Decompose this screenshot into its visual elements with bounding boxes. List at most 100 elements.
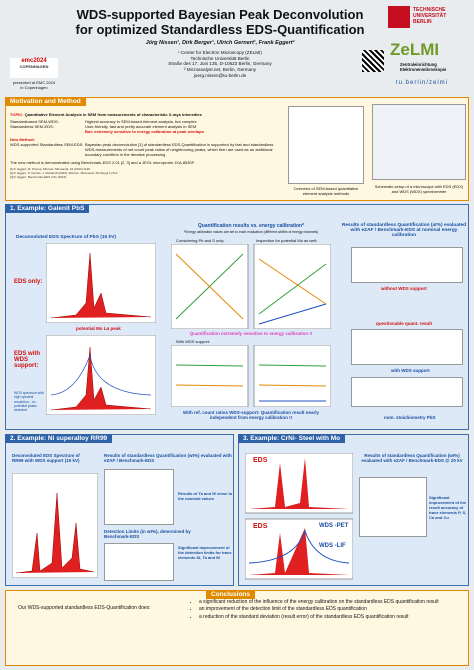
motivation-text: TOPIC: Quantitative Element Analysis in …	[10, 112, 280, 179]
example3-section: 3. Example: CrNi- Steel with Mo EDS WDS …	[238, 434, 469, 586]
conclusions-list: a significant reduction of the influence…	[191, 599, 466, 621]
conclusion: a reduction of the standard deviation (r…	[199, 614, 466, 621]
conclusions-lead: Our WDS-supported standardless EDS-Quant…	[18, 605, 151, 611]
ref: [2] F. Eggert, P. Camus, J. Ruhlandt (20…	[10, 170, 118, 175]
affil: joerg.nissen@tu-berlin.de	[193, 72, 247, 78]
calibration-plots-wds	[171, 345, 331, 407]
pbs-only: Considering Pb and S only:	[176, 238, 225, 243]
results-table	[351, 329, 463, 365]
label-eds-only: EDS only:	[14, 279, 43, 285]
microscope-figure	[372, 104, 466, 180]
emc-text: presented at EMC 2024 in Copenhagen	[6, 80, 62, 90]
emc-logo: emc2024 COPENHAGEN	[10, 58, 58, 78]
methods-figure	[288, 106, 364, 184]
qr-code	[362, 50, 384, 72]
zelmi-line: Elektronenmikroskopie	[400, 67, 447, 73]
tu-line: BERLIN	[413, 19, 432, 25]
new-method: WDS-supported Standardless SEM-EDS: Bayes…	[10, 142, 280, 157]
emc-top: emc2024	[21, 58, 47, 64]
caption: Schematic setup of a microscope with EDS…	[374, 184, 464, 194]
ref: [1] F. Eggert, M. Procop, Microsc. Micro…	[10, 167, 90, 171]
stoichiometry: nom. stoichiometry PbS	[384, 415, 436, 420]
label-eds-wds: EDS with WDS support:	[14, 351, 41, 369]
dl-note: Significant improvement of the detection…	[178, 545, 232, 560]
results-title: Results of standardless Quantification (…	[341, 223, 467, 238]
url: tu.berlin/zelmi	[396, 80, 449, 86]
topic: TOPIC: Quantitative Element Analysis in …	[10, 112, 280, 117]
dl-title: Detection Limits (in wt%), determined by…	[104, 529, 191, 539]
affil: ² Microanalyst.net, Berlin, Germany	[184, 67, 256, 73]
benchmark: The new method is demonstrated using Ben…	[10, 160, 195, 165]
conclusion: an improvement of the detection limit of…	[199, 606, 466, 613]
tu-line: UNIVERSITÄT	[413, 13, 447, 19]
example2-section: 2. Example: Ni superalloy RR99 Deconvolu…	[5, 434, 234, 586]
with-mo: Inspection for potential Mo as well:	[256, 238, 318, 243]
label-eds2: EDS	[253, 523, 268, 530]
results-title: Results of standardless Quantification (…	[104, 453, 232, 463]
affil: Technische Universität Berlin	[190, 55, 250, 61]
method-text: Highest accuracy in SEM-based element an…	[85, 119, 197, 124]
with-wds: With WDS support:	[176, 339, 211, 344]
spectrum-rr99	[12, 473, 98, 578]
title-line: WDS-supported Bayesian Peak Deconvolutio…	[76, 7, 364, 22]
independent: With ref. count ratios WDS-support: Quan…	[183, 410, 319, 420]
label-wds-lif: WDS -LIF	[319, 543, 346, 549]
topic-label: TOPIC:	[10, 112, 24, 117]
emc-line: in Copenhagen	[20, 85, 48, 90]
title: WDS-supported Bayesian Peak Deconvolutio…	[60, 7, 380, 38]
results-table	[351, 377, 463, 407]
spectrum-title: Deconvoluted EDS Spectrum of PbS (15 kV)	[16, 235, 116, 240]
section-heading: 1. Example: Galenit PbS	[5, 204, 90, 213]
section-heading: 2. Example: Ni superalloy RR99	[5, 434, 113, 443]
refs: [1] F. Eggert, M. Procop, Microsc. Micro…	[10, 167, 280, 179]
title-line: for optimized Standardless EDS-Quantific…	[75, 21, 365, 37]
new-text: Bayesian peak deconvolution [1] of stand…	[85, 142, 274, 157]
dl-table	[104, 543, 174, 581]
section-heading: Motivation and Method	[5, 97, 86, 106]
questionable: questionable quant. result	[376, 321, 433, 326]
without-wds: without WDS support	[381, 286, 427, 291]
caption: Overview of SEM-based quantitative eleme…	[293, 186, 359, 196]
wds-note: WDS spectrum with high spectral resoluti…	[14, 391, 44, 412]
example1-section: 1. Example: Galenit PbS Deconvoluted EDS…	[5, 204, 469, 430]
results-title: Results of standardless Quantification (…	[361, 453, 463, 463]
conclusions-section: Conclusions Our WDS-supported standardle…	[5, 590, 469, 666]
topic-text: Quantitative Element Analysis in SEM fro…	[24, 112, 202, 117]
with-wds-support: with WDS support	[391, 368, 430, 373]
quant-title: Quantification results vs. energy calibr…	[197, 223, 305, 229]
steel-note: Significant improvement of the result ac…	[429, 495, 467, 520]
spectra-steel	[245, 453, 353, 580]
emc-line: presented at EMC 2024	[12, 80, 56, 85]
method-name	[10, 129, 85, 134]
authors: Jörg Nissen¹, Dirk Berger¹, Ulrich Gerne…	[145, 40, 295, 46]
results-table	[359, 477, 427, 537]
method-name: Standardless SEM-EDS:	[10, 124, 54, 129]
new-name: WDS-supported Standardless SEM-EDS:	[10, 142, 84, 147]
affil: ¹ Center for Electron Microscopy (ZELMI)	[178, 50, 262, 55]
zelmi-line: Zentraleinrichtung	[400, 62, 437, 67]
method-name: Standardbased SEM-WDS:	[10, 119, 59, 124]
results-table	[104, 469, 174, 525]
sensitive: Quantification extremely sensitive to en…	[189, 331, 313, 336]
ta-w-note: Results of Ta and W close to the nominal…	[178, 491, 233, 501]
motivation-section: Motivation and Method TOPIC: Quantitativ…	[5, 97, 469, 201]
label-eds: EDS	[253, 457, 268, 464]
section-heading: 3. Example: CrNi- Steel with Mo	[238, 434, 346, 443]
tu-logo: TECHNISCHE UNIVERSITÄT BERLIN	[413, 7, 446, 25]
conclusion: a significant reduction of the influence…	[199, 599, 466, 606]
spectrum-wds	[46, 335, 156, 415]
affil: Straße des 17. Juni 135, D-10623 Berlin,…	[168, 61, 272, 67]
results-table	[351, 247, 463, 283]
calibration-plots	[171, 244, 331, 329]
zelmi-logo: ZeLMI	[390, 40, 440, 59]
new-label: New Method:	[10, 137, 35, 142]
tu-logo-mark	[388, 6, 410, 28]
emc-bottom: COPENHAGEN	[19, 64, 49, 69]
mo-peak: potential Mo Lα peak	[76, 326, 121, 331]
quant-note: *Energy calibration values are set to ea…	[183, 230, 319, 234]
spectrum-title: Deconvoluted EDS Spectrum of RR99 with W…	[12, 453, 80, 463]
method-text: User-friendly, fast and pretty accurate …	[85, 124, 197, 129]
methods: Standardbased SEM-WDS: Highest accuracy i…	[10, 119, 280, 134]
tu-line: TECHNISCHE	[413, 7, 446, 13]
